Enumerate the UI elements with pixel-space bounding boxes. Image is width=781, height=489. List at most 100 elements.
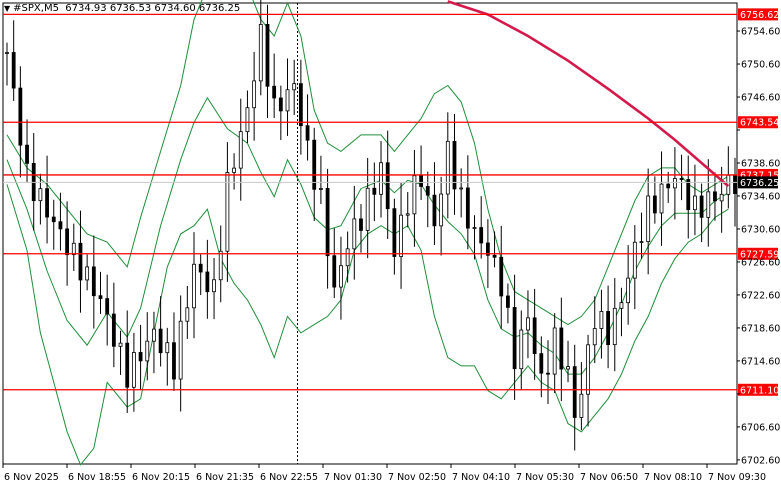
candle-body: [519, 329, 524, 370]
candle-body: [145, 340, 150, 362]
candle-body: [639, 241, 644, 244]
candle-body: [566, 366, 570, 370]
candle-body: [265, 23, 270, 87]
candle: [339, 236, 343, 320]
candle-body: [412, 175, 417, 215]
candle-body: [432, 194, 437, 227]
candle-body: [606, 311, 611, 346]
candle: [58, 192, 63, 251]
candle: [452, 113, 457, 215]
candle: [138, 324, 143, 391]
candle: [38, 173, 43, 225]
candle-body: [512, 307, 517, 370]
candle-body: [405, 213, 410, 216]
level-price-tag[interactable]: [738, 383, 778, 396]
candle: [258, 0, 263, 96]
candle-body: [632, 241, 637, 279]
time-tick-label: 7 Nov 09:30: [708, 472, 766, 483]
candle-body: [599, 311, 604, 329]
candle: [385, 130, 390, 239]
candle: [51, 199, 56, 250]
candle-body: [506, 295, 510, 308]
candle-body: [325, 188, 330, 257]
candle-body: [118, 342, 123, 347]
time-axis[interactable]: 6 Nov 2025 6 Nov 18:55 6 Nov 20:15 6 Nov 21…: [2, 464, 766, 483]
time-tick-label: 7 Nov 02:50: [388, 472, 446, 483]
level-price-tag[interactable]: [738, 116, 778, 129]
candle-body: [172, 342, 176, 380]
time-tick-label: 6 Nov 21:35: [196, 472, 254, 483]
time-tick-label: 6 Nov 20:15: [132, 472, 190, 483]
candle-body: [198, 263, 203, 273]
candle-body: [278, 97, 283, 112]
candle-body: [425, 186, 430, 196]
candle: [445, 112, 450, 219]
plot-frame: [2, 2, 738, 465]
candle: [78, 210, 83, 313]
candle: [646, 168, 651, 275]
candle: [619, 287, 624, 337]
candle: [679, 154, 684, 201]
candle: [45, 155, 49, 244]
candle: [185, 285, 190, 339]
candle-body: [626, 277, 631, 304]
horizontal-levels[interactable]: [3, 13, 737, 391]
price-tick-label: 6706.60: [741, 422, 780, 433]
candle: [425, 171, 430, 228]
candle: [706, 159, 711, 247]
candle-body: [319, 188, 323, 190]
price-axis[interactable]: 6756.62 6743.54 6737.15 6727.59 6711.10 6736.…: [737, 8, 780, 466]
candle: [579, 362, 584, 431]
candle: [666, 171, 671, 203]
level-price-label: 6737.15: [740, 170, 779, 181]
candle: [212, 257, 216, 320]
candle: [733, 157, 737, 227]
candle-body: [485, 242, 490, 256]
candle: [512, 274, 517, 400]
level-price-tag[interactable]: [738, 8, 778, 21]
candle: [639, 212, 644, 259]
candle-body: [672, 178, 677, 189]
candle-body: [572, 366, 577, 418]
moving-average-line: [447, 0, 730, 188]
candle: [145, 312, 150, 381]
collapse-triangle-icon[interactable]: ▼: [4, 4, 11, 13]
candle: [232, 153, 236, 190]
candle-body: [205, 271, 210, 293]
candle: [606, 285, 611, 369]
candle-body: [372, 187, 377, 195]
candle: [626, 245, 631, 325]
candle-body: [392, 208, 397, 257]
price-tick-label: 6730.60: [741, 224, 780, 235]
candle-body: [212, 279, 216, 293]
candle: [592, 296, 597, 364]
price-tick-label: 6754.60: [741, 27, 780, 38]
candle-body: [85, 266, 90, 281]
candle: [198, 254, 203, 296]
candle-body: [699, 195, 704, 218]
price-tick-label: 6702.60: [741, 455, 780, 466]
candle: [71, 223, 76, 271]
candle-body: [131, 352, 136, 388]
candle-body: [559, 327, 564, 370]
candle: [345, 231, 350, 283]
candle: [325, 168, 330, 289]
time-tick-label: 7 Nov 08:10: [644, 472, 702, 483]
candle-body: [272, 85, 277, 99]
candle-body: [91, 266, 96, 297]
candle: [572, 344, 577, 451]
price-tick-label: 6746.60: [741, 93, 780, 104]
candle-body: [719, 193, 724, 202]
candles: [5, 0, 737, 451]
candle: [472, 215, 477, 260]
candle-body: [379, 162, 383, 195]
candle: [379, 140, 383, 218]
candle: [218, 225, 223, 303]
candle: [105, 274, 110, 346]
candle: [465, 155, 470, 250]
candle: [31, 133, 36, 231]
candle: [272, 53, 277, 119]
level-price-tag[interactable]: [738, 247, 778, 260]
